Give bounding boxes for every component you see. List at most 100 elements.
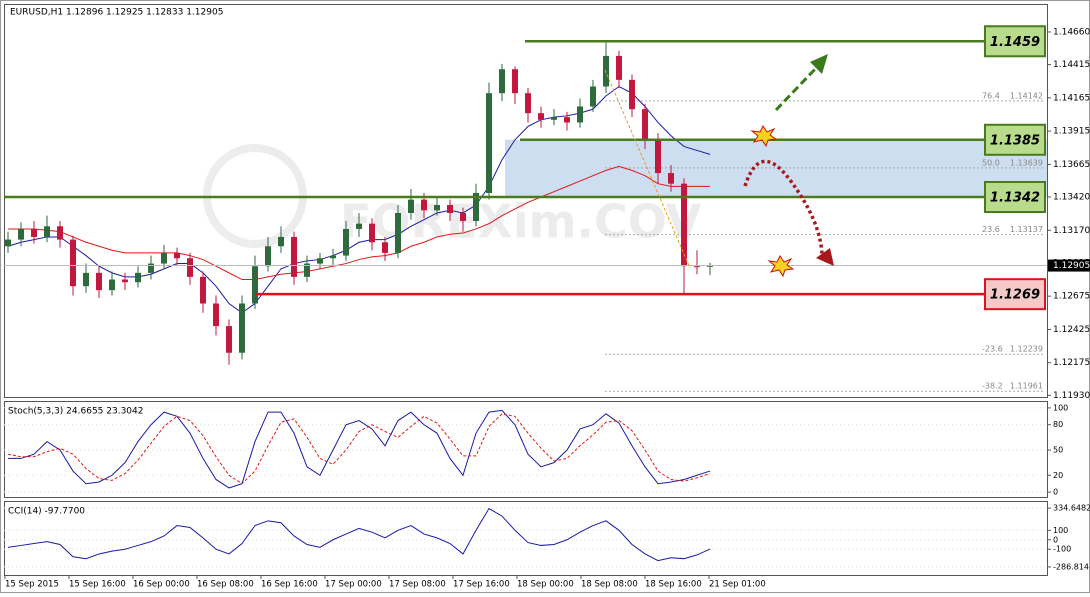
x-tick-label: 15 Sep 16:00	[69, 580, 126, 590]
candle-body	[57, 226, 63, 240]
down-arrow-head	[816, 248, 834, 266]
chart-title: EURUSD,H1 1.12896 1.12925 1.12833 1.1290…	[10, 8, 223, 18]
y-tick-label: 0	[1053, 488, 1058, 497]
moving-average	[8, 165, 710, 281]
candle-body	[590, 86, 596, 107]
watermark-text: FOREXim.COV	[340, 195, 702, 249]
level-box	[984, 25, 1046, 58]
candle-body	[304, 263, 310, 277]
candle-body	[668, 173, 674, 184]
annotations	[604, 54, 834, 278]
candle-body	[18, 228, 24, 240]
level-box	[984, 181, 1046, 214]
x-tick-label: 16 Sep 08:00	[197, 580, 254, 590]
fib-level: 23.6	[982, 225, 1000, 234]
candle-body	[486, 93, 492, 194]
y-tick-label: 1.13170	[1053, 226, 1090, 236]
candle-body	[473, 193, 479, 221]
candle-body	[551, 117, 557, 120]
fib-trend	[604, 69, 691, 269]
level-label: 1.1342	[990, 191, 1040, 206]
candle-body	[317, 258, 323, 264]
candle-body	[31, 228, 37, 237]
x-tick-label: 17 Sep 00:00	[325, 580, 382, 590]
y-tick-label: 0	[1053, 535, 1058, 544]
candle-body	[278, 236, 284, 247]
candle-body	[330, 255, 336, 259]
fib-price: 1.12239	[1010, 345, 1043, 354]
candle-body	[382, 242, 388, 253]
candle-body	[681, 183, 687, 267]
candle-body	[564, 117, 570, 123]
fib-level: -23.6	[982, 345, 1003, 354]
current-price-label: 1.12905	[1053, 261, 1090, 271]
y-tick-label: 1.11930	[1053, 391, 1090, 401]
y-tick-label: 1.14165	[1053, 93, 1090, 103]
y-tick-label: 20	[1053, 471, 1063, 480]
candle-body	[655, 139, 661, 174]
candle-body	[577, 106, 583, 123]
fib-level: -38.2	[982, 382, 1003, 391]
stoch-title: Stoch(5,3,3) 24.6655 23.3042	[8, 407, 143, 417]
up-arrow	[774, 64, 820, 112]
x-tick-label: 17 Sep 08:00	[389, 580, 446, 590]
y-tick-label: 50	[1053, 446, 1063, 455]
x-tick-label: 16 Sep 16:00	[261, 580, 318, 590]
indicator-line	[7, 413, 711, 485]
candle-body	[265, 246, 271, 267]
fib-level: 76.4	[982, 91, 1000, 100]
y-tick-label: -100	[1053, 545, 1071, 554]
candle-body	[252, 266, 258, 304]
candle-body	[512, 69, 518, 94]
candle-body	[343, 228, 349, 256]
y-tick-label: 1.13420	[1053, 193, 1090, 203]
main-panel	[4, 4, 1048, 398]
candle-body	[707, 265, 713, 267]
x-tick-label: 18 Sep 00:00	[517, 580, 574, 590]
candle-body	[291, 236, 297, 277]
fib-level: 50.0	[982, 158, 1000, 167]
x-tick-label: 17 Sep 16:00	[453, 580, 510, 590]
indicator-line	[8, 409, 711, 489]
candle-body	[499, 69, 505, 94]
candle-body	[96, 272, 102, 291]
candle-body	[109, 279, 115, 291]
candle-body	[122, 279, 128, 283]
candle-body	[239, 303, 245, 353]
x-tick-label: 18 Sep 16:00	[645, 580, 702, 590]
candle-body	[460, 212, 466, 221]
candle-body	[356, 223, 362, 229]
candle-body	[83, 272, 89, 287]
y-tick-label: -286.814	[1053, 562, 1089, 571]
candle-body	[369, 223, 375, 243]
candle-body	[5, 239, 11, 247]
candle-body	[226, 326, 232, 353]
candle-body	[642, 109, 648, 140]
y-tick-label: 1.12675	[1053, 292, 1090, 302]
up-arrow-head	[810, 54, 828, 74]
fib-price: 1.13639	[1010, 158, 1043, 167]
level-box	[984, 123, 1046, 156]
x-tick-label: 16 Sep 00:00	[133, 580, 190, 590]
candle-body	[408, 199, 414, 213]
candle-body	[616, 55, 622, 80]
x-tick-label: 15 Sep 2015	[5, 580, 59, 590]
y-tick-label: 1.13915	[1053, 127, 1090, 137]
candle-body	[421, 199, 427, 211]
fib-price: 1.14142	[1010, 91, 1043, 100]
x-tick-label: 21 Sep 01:00	[709, 580, 766, 590]
candle-body	[161, 252, 167, 264]
burst-icon	[750, 125, 778, 148]
candle-body	[538, 113, 544, 120]
fib-price: 1.11961	[1010, 382, 1043, 391]
candle-body	[187, 258, 193, 277]
candle-body	[174, 252, 180, 259]
y-tick-label: 1.13665	[1053, 160, 1090, 170]
y-tick-label: 334.6482	[1053, 504, 1090, 513]
candle-body	[447, 204, 453, 213]
y-tick-label: 1.14660	[1053, 27, 1090, 37]
y-tick-label: 1.12175	[1053, 358, 1090, 368]
candle-body	[434, 204, 440, 211]
